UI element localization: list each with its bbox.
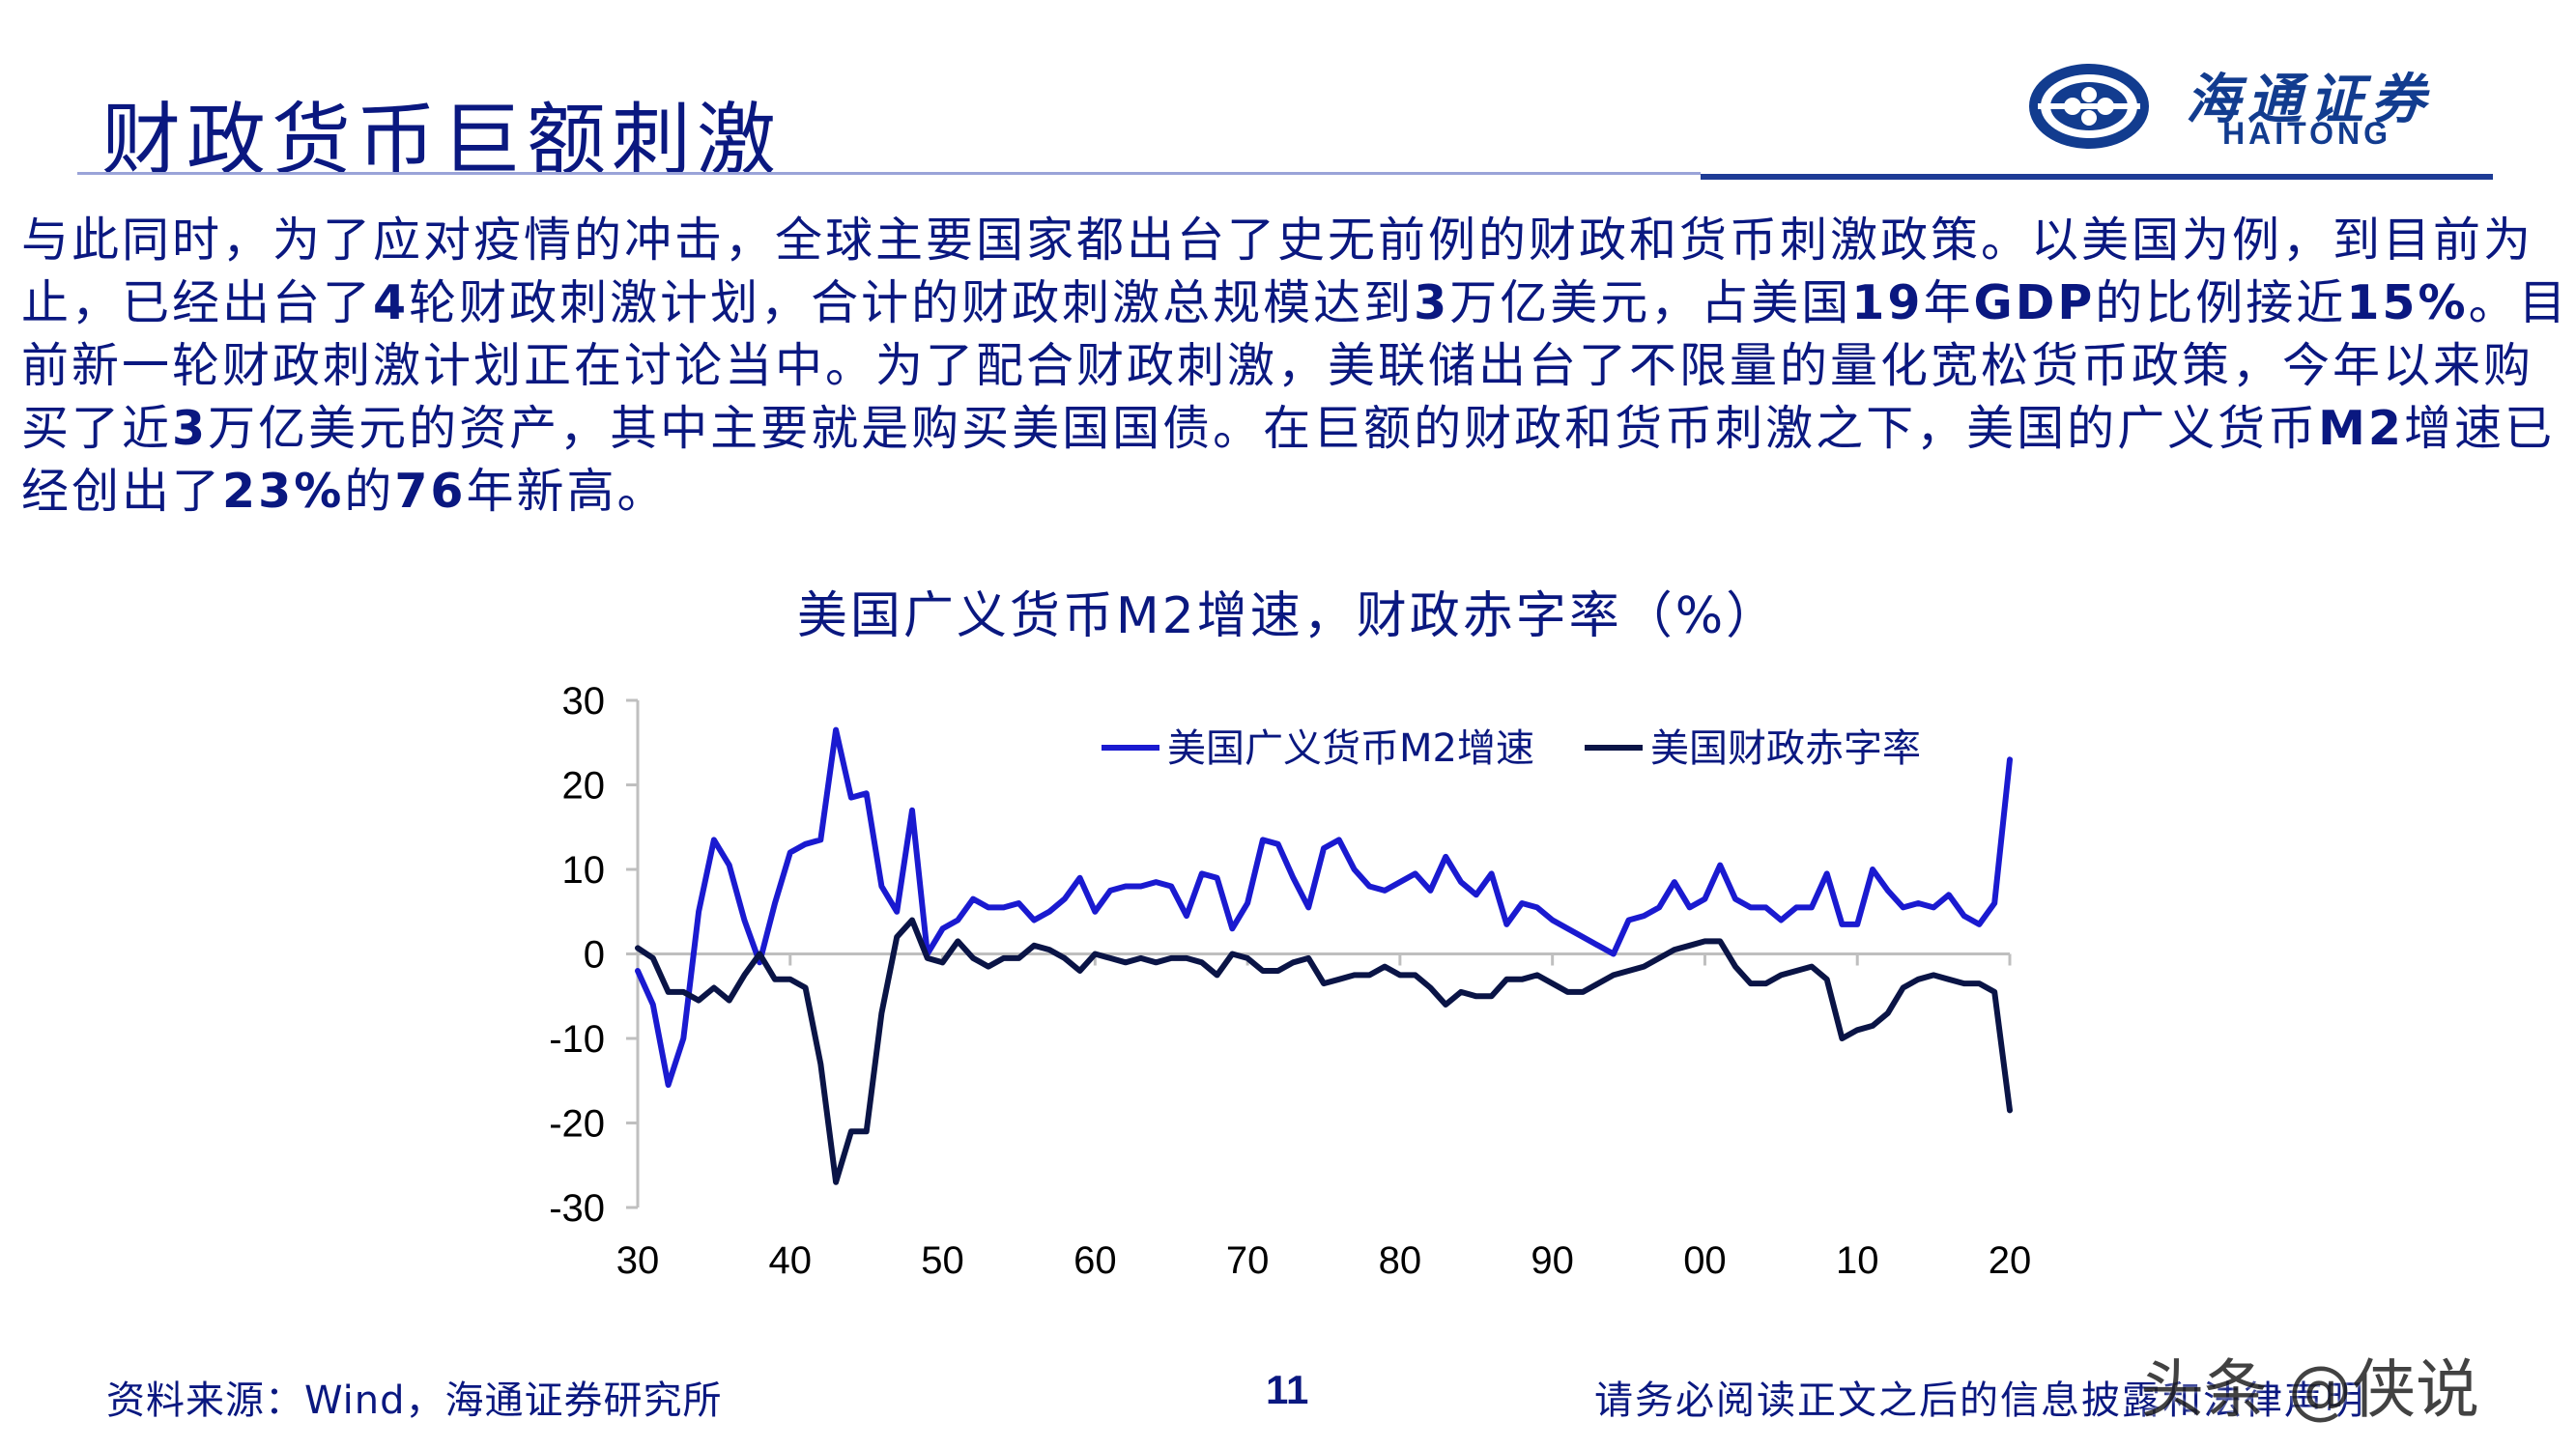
legend-label: 美国财政赤字率 <box>1650 726 1921 771</box>
y-tick-label: 30 <box>562 680 606 723</box>
x-tick-label: 00 <box>1683 1239 1727 1282</box>
x-tick-label: 20 <box>1989 1239 2032 1282</box>
y-tick-label: 0 <box>584 934 605 977</box>
chart-title: 美国广义货币M2增速，财政赤字率（%） <box>796 587 1780 645</box>
legend-label: 美国广义货币M2增速 <box>1167 726 1534 771</box>
y-tick-label: 20 <box>562 765 606 808</box>
series-line-fiscal-deficit <box>635 917 2013 1185</box>
x-tick-label: 70 <box>1226 1239 1270 1282</box>
logo-text-cn: 海通证券 <box>2186 68 2433 131</box>
page-title: 财政货币巨额刺激 <box>101 95 783 186</box>
logo-text-en: HAITONG <box>2222 116 2391 151</box>
x-tick-label: 30 <box>616 1239 660 1282</box>
x-tick-label: 60 <box>1073 1239 1117 1282</box>
source-note: 资料来源：Wind，海通证券研究所 <box>106 1378 723 1423</box>
x-tick-label: 90 <box>1531 1239 1574 1282</box>
y-tick-label: -20 <box>549 1103 605 1146</box>
watermark: 头条 @侠说 <box>2140 1352 2479 1427</box>
title-divider-accent <box>1701 174 2493 180</box>
x-tick-label: 50 <box>921 1239 964 1282</box>
x-tick-label: 80 <box>1379 1239 1422 1282</box>
series-line-m2-growth <box>635 726 2013 1089</box>
x-tick-label: 40 <box>769 1239 813 1282</box>
page-number: 11 <box>1266 1367 1309 1412</box>
y-tick-label: -30 <box>549 1187 605 1230</box>
disclaimer: 请务必阅读正文之后的信息披露和法律声明 <box>1594 1378 2365 1423</box>
haitong-logo-icon <box>2029 64 2149 149</box>
x-tick-label: 10 <box>1836 1239 1879 1282</box>
y-tick-label: 10 <box>562 849 606 892</box>
body-paragraph: 与此同时，为了应对疫情的冲击，全球主要国家都出台了史无前例的财政和货币刺激政策。… <box>21 213 2569 519</box>
y-tick-label: -10 <box>549 1018 605 1061</box>
title-divider <box>77 172 1701 175</box>
